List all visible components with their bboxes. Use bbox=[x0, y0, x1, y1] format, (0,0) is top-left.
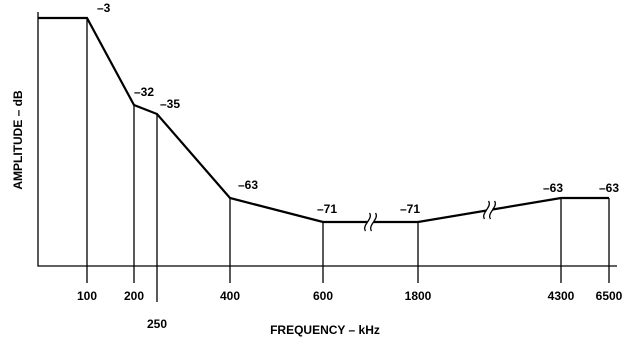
point-labels: –3 –32 –35 –63 –71 –71 –63 –63 bbox=[97, 1, 619, 216]
x-tick-label-250: 250 bbox=[147, 317, 167, 331]
point-label-600: –71 bbox=[317, 202, 337, 216]
x-tick-label-400: 400 bbox=[220, 289, 240, 303]
point-label-100: –3 bbox=[97, 1, 111, 15]
x-tick-label-1800: 1800 bbox=[405, 289, 432, 303]
point-label-250: –35 bbox=[160, 97, 180, 111]
axes bbox=[37, 12, 617, 267]
point-label-4300: –63 bbox=[543, 181, 563, 195]
x-tick-label-4300: 4300 bbox=[548, 289, 575, 303]
series-group bbox=[37, 16, 610, 224]
x-tick-label-100: 100 bbox=[77, 289, 97, 303]
drop-lines bbox=[86, 18, 610, 302]
point-label-6500: –63 bbox=[599, 181, 619, 195]
series-line bbox=[38, 16, 609, 224]
x-tick-label-6500: 6500 bbox=[596, 289, 623, 303]
axis-break-1 bbox=[364, 212, 377, 232]
point-label-400: –63 bbox=[238, 178, 258, 192]
x-tick-label-600: 600 bbox=[313, 289, 333, 303]
y-axis-title: AMPLITUDE – dB bbox=[11, 90, 25, 190]
axis-break-2 bbox=[483, 200, 496, 220]
point-label-200: –32 bbox=[134, 85, 154, 99]
x-tick-label-200: 200 bbox=[124, 289, 144, 303]
x-axis-title: FREQUENCY – kHz bbox=[270, 323, 380, 337]
point-label-1800: –71 bbox=[400, 202, 420, 216]
axis-break-markers bbox=[364, 200, 496, 232]
